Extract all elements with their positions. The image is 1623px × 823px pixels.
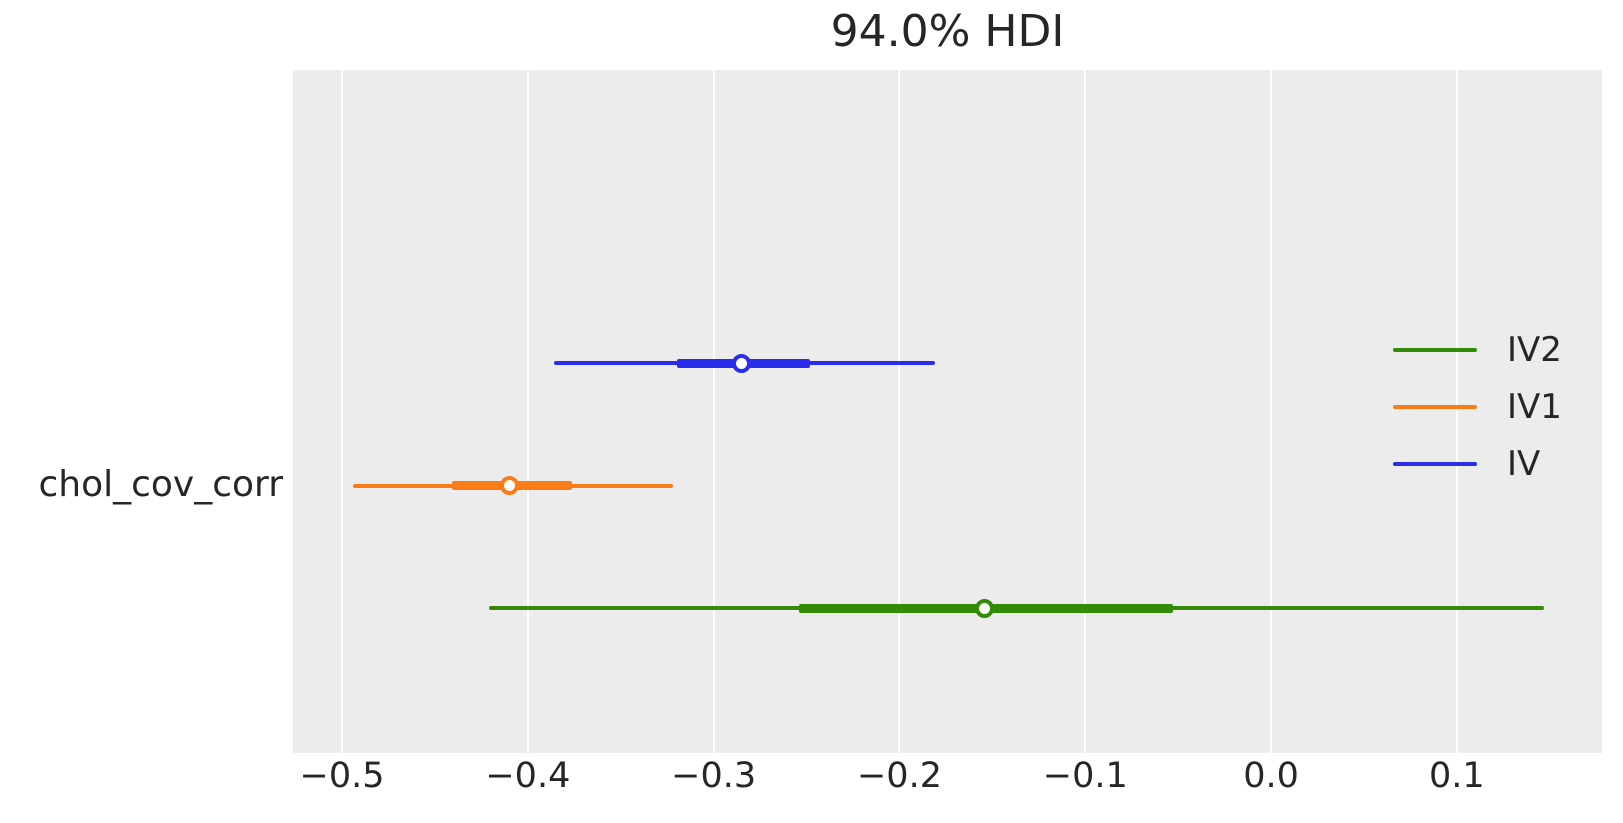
plot-area: IV2 IV1 IV xyxy=(293,70,1602,753)
legend-line-icon xyxy=(1393,405,1477,409)
x-gridline xyxy=(712,70,715,753)
point-estimate-marker-iv2 xyxy=(975,598,995,618)
x-gridline xyxy=(341,70,344,753)
legend-label: IV1 xyxy=(1507,387,1562,427)
x-tick-label: −0.2 xyxy=(856,756,942,796)
legend-line-icon xyxy=(1393,348,1477,352)
x-tick-label: −0.1 xyxy=(1042,756,1128,796)
x-gridline xyxy=(526,70,529,753)
legend-item-iv2: IV2 xyxy=(1393,332,1562,368)
legend: IV2 IV1 IV xyxy=(1393,332,1562,482)
x-gridline xyxy=(1455,70,1458,753)
point-estimate-marker-iv1 xyxy=(499,476,519,496)
x-tick-label: −0.3 xyxy=(671,756,757,796)
chart-title: 94.0% HDI xyxy=(830,6,1065,57)
legend-item-iv: IV xyxy=(1393,446,1562,482)
y-axis-label: chol_cov_corr xyxy=(38,464,283,505)
x-tick-label: 0.1 xyxy=(1429,756,1485,796)
x-tick-label: −0.4 xyxy=(485,756,571,796)
x-gridline xyxy=(1084,70,1087,753)
x-gridline xyxy=(1270,70,1273,753)
legend-label: IV xyxy=(1507,444,1541,484)
legend-line-icon xyxy=(1393,462,1477,466)
legend-item-iv1: IV1 xyxy=(1393,389,1562,425)
legend-label: IV2 xyxy=(1507,330,1562,370)
x-tick-label: −0.5 xyxy=(299,756,385,796)
x-tick-label: 0.0 xyxy=(1243,756,1299,796)
point-estimate-marker-iv xyxy=(732,353,752,373)
x-gridline xyxy=(898,70,901,753)
